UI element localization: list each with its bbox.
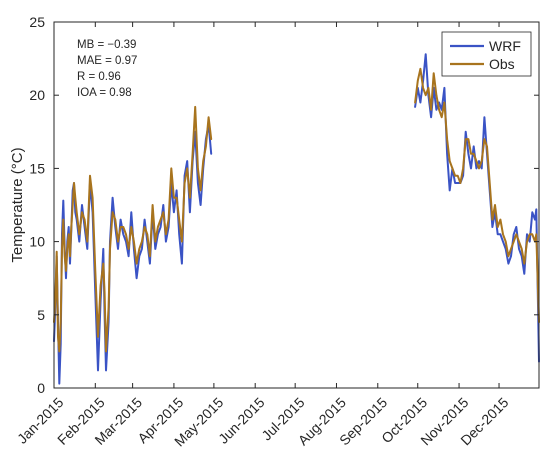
series-lines	[53, 53, 540, 385]
series-line-wrf-segment-1	[53, 123, 213, 385]
legend: WRF Obs	[441, 31, 532, 77]
y-axis: 0 5 10 15 20 25	[29, 14, 539, 396]
legend-label-wrf: WRF	[489, 38, 521, 54]
legend-label-obs: Obs	[489, 56, 515, 72]
y-tick-label: 15	[29, 160, 45, 176]
y-tick-label: 10	[29, 234, 45, 250]
y-tick-label: 0	[37, 380, 45, 396]
stat-line: MB = −0.39	[77, 39, 136, 51]
series-line-obs-segment-2	[414, 67, 540, 324]
axes-box	[53, 21, 540, 389]
legend-box	[441, 31, 532, 77]
x-tick-label: Jun-2015	[215, 394, 268, 447]
series-line-obs-segment-1	[53, 105, 213, 353]
statistics-annotation: MB = −0.39 MAE = 0.97 R = 0.96 IOA = 0.98	[77, 39, 137, 99]
stat-line: IOA = 0.98	[77, 87, 132, 99]
y-axis-label: Temperature (°C)	[9, 147, 26, 262]
stat-line: MAE = 0.97	[77, 55, 137, 67]
series-line-wrf-segment-2	[414, 53, 540, 363]
stat-line: R = 0.96	[77, 71, 121, 83]
y-tick-label: 5	[37, 307, 45, 323]
y-tick-label: 20	[29, 87, 45, 103]
y-tick-label: 25	[29, 14, 45, 30]
